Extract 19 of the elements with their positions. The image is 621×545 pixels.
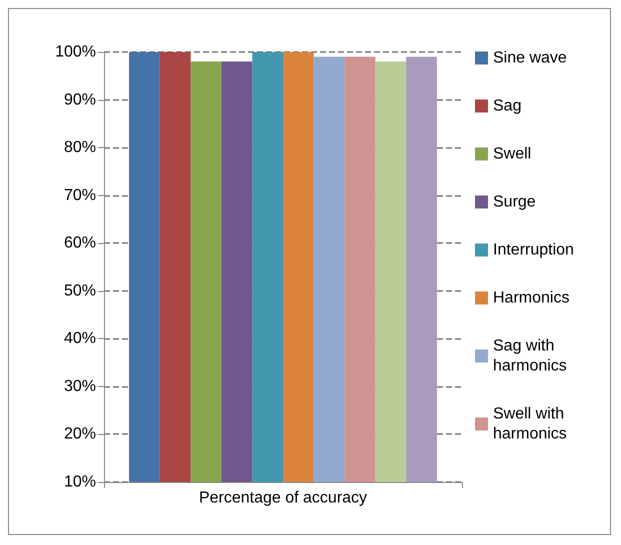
y-tick-label: 20% — [64, 426, 96, 443]
y-tick-label: 70% — [64, 186, 96, 204]
y-tick-label: 50% — [64, 282, 96, 300]
x-tick-label: Percentage of accuracy — [198, 490, 368, 506]
legend-label: Surge — [493, 194, 536, 210]
y-tick-label: 40% — [64, 330, 96, 348]
legend-label: Swell — [493, 146, 532, 162]
legend-label: Interruption — [493, 242, 574, 258]
legend-label: Harmonics — [493, 290, 570, 306]
legend-label: Sag — [493, 98, 522, 114]
legend-label: Swell with harmonics — [493, 406, 569, 442]
y-tick-label: 10% — [64, 474, 96, 490]
y-tick-label: 90% — [64, 91, 96, 108]
y-tick-label: 60% — [64, 234, 96, 252]
y-tick-label: 30% — [64, 378, 96, 395]
y-tick-label: 80% — [64, 139, 96, 156]
legend-label: Sag with harmonics — [493, 338, 567, 374]
y-tick-label: 100% — [55, 44, 96, 60]
legend-label: Sine wave — [493, 50, 567, 66]
